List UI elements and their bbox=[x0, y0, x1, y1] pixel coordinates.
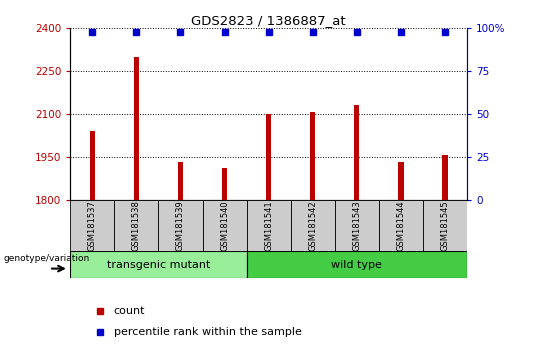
Bar bbox=[399, 162, 403, 200]
Text: GSM181537: GSM181537 bbox=[87, 200, 97, 251]
Bar bbox=[291, 200, 335, 251]
Text: genotype/variation: genotype/variation bbox=[4, 254, 90, 263]
Text: wild type: wild type bbox=[332, 259, 382, 270]
Bar bbox=[222, 168, 227, 200]
Bar bbox=[335, 200, 379, 251]
Bar bbox=[354, 105, 360, 200]
Bar bbox=[247, 251, 467, 278]
Text: GSM181542: GSM181542 bbox=[308, 200, 318, 251]
Title: GDS2823 / 1386887_at: GDS2823 / 1386887_at bbox=[191, 14, 346, 27]
Bar bbox=[247, 200, 291, 251]
Bar bbox=[266, 114, 271, 200]
Text: percentile rank within the sample: percentile rank within the sample bbox=[114, 327, 301, 337]
Bar bbox=[310, 112, 315, 200]
Text: GSM181545: GSM181545 bbox=[441, 200, 449, 251]
Bar bbox=[70, 200, 114, 251]
Bar bbox=[423, 200, 467, 251]
Bar bbox=[114, 200, 158, 251]
Text: transgenic mutant: transgenic mutant bbox=[107, 259, 210, 270]
Bar bbox=[202, 200, 247, 251]
Text: count: count bbox=[114, 306, 145, 316]
Text: GSM181539: GSM181539 bbox=[176, 200, 185, 251]
Bar bbox=[178, 162, 183, 200]
Bar bbox=[158, 200, 202, 251]
Text: GSM181544: GSM181544 bbox=[396, 200, 406, 251]
Bar bbox=[379, 200, 423, 251]
Bar bbox=[134, 57, 139, 200]
Text: GSM181538: GSM181538 bbox=[132, 200, 141, 251]
Bar bbox=[90, 131, 95, 200]
Text: GSM181540: GSM181540 bbox=[220, 200, 229, 251]
Text: GSM181541: GSM181541 bbox=[264, 200, 273, 251]
Bar bbox=[70, 251, 247, 278]
Text: GSM181543: GSM181543 bbox=[353, 200, 361, 251]
Bar bbox=[442, 155, 448, 200]
